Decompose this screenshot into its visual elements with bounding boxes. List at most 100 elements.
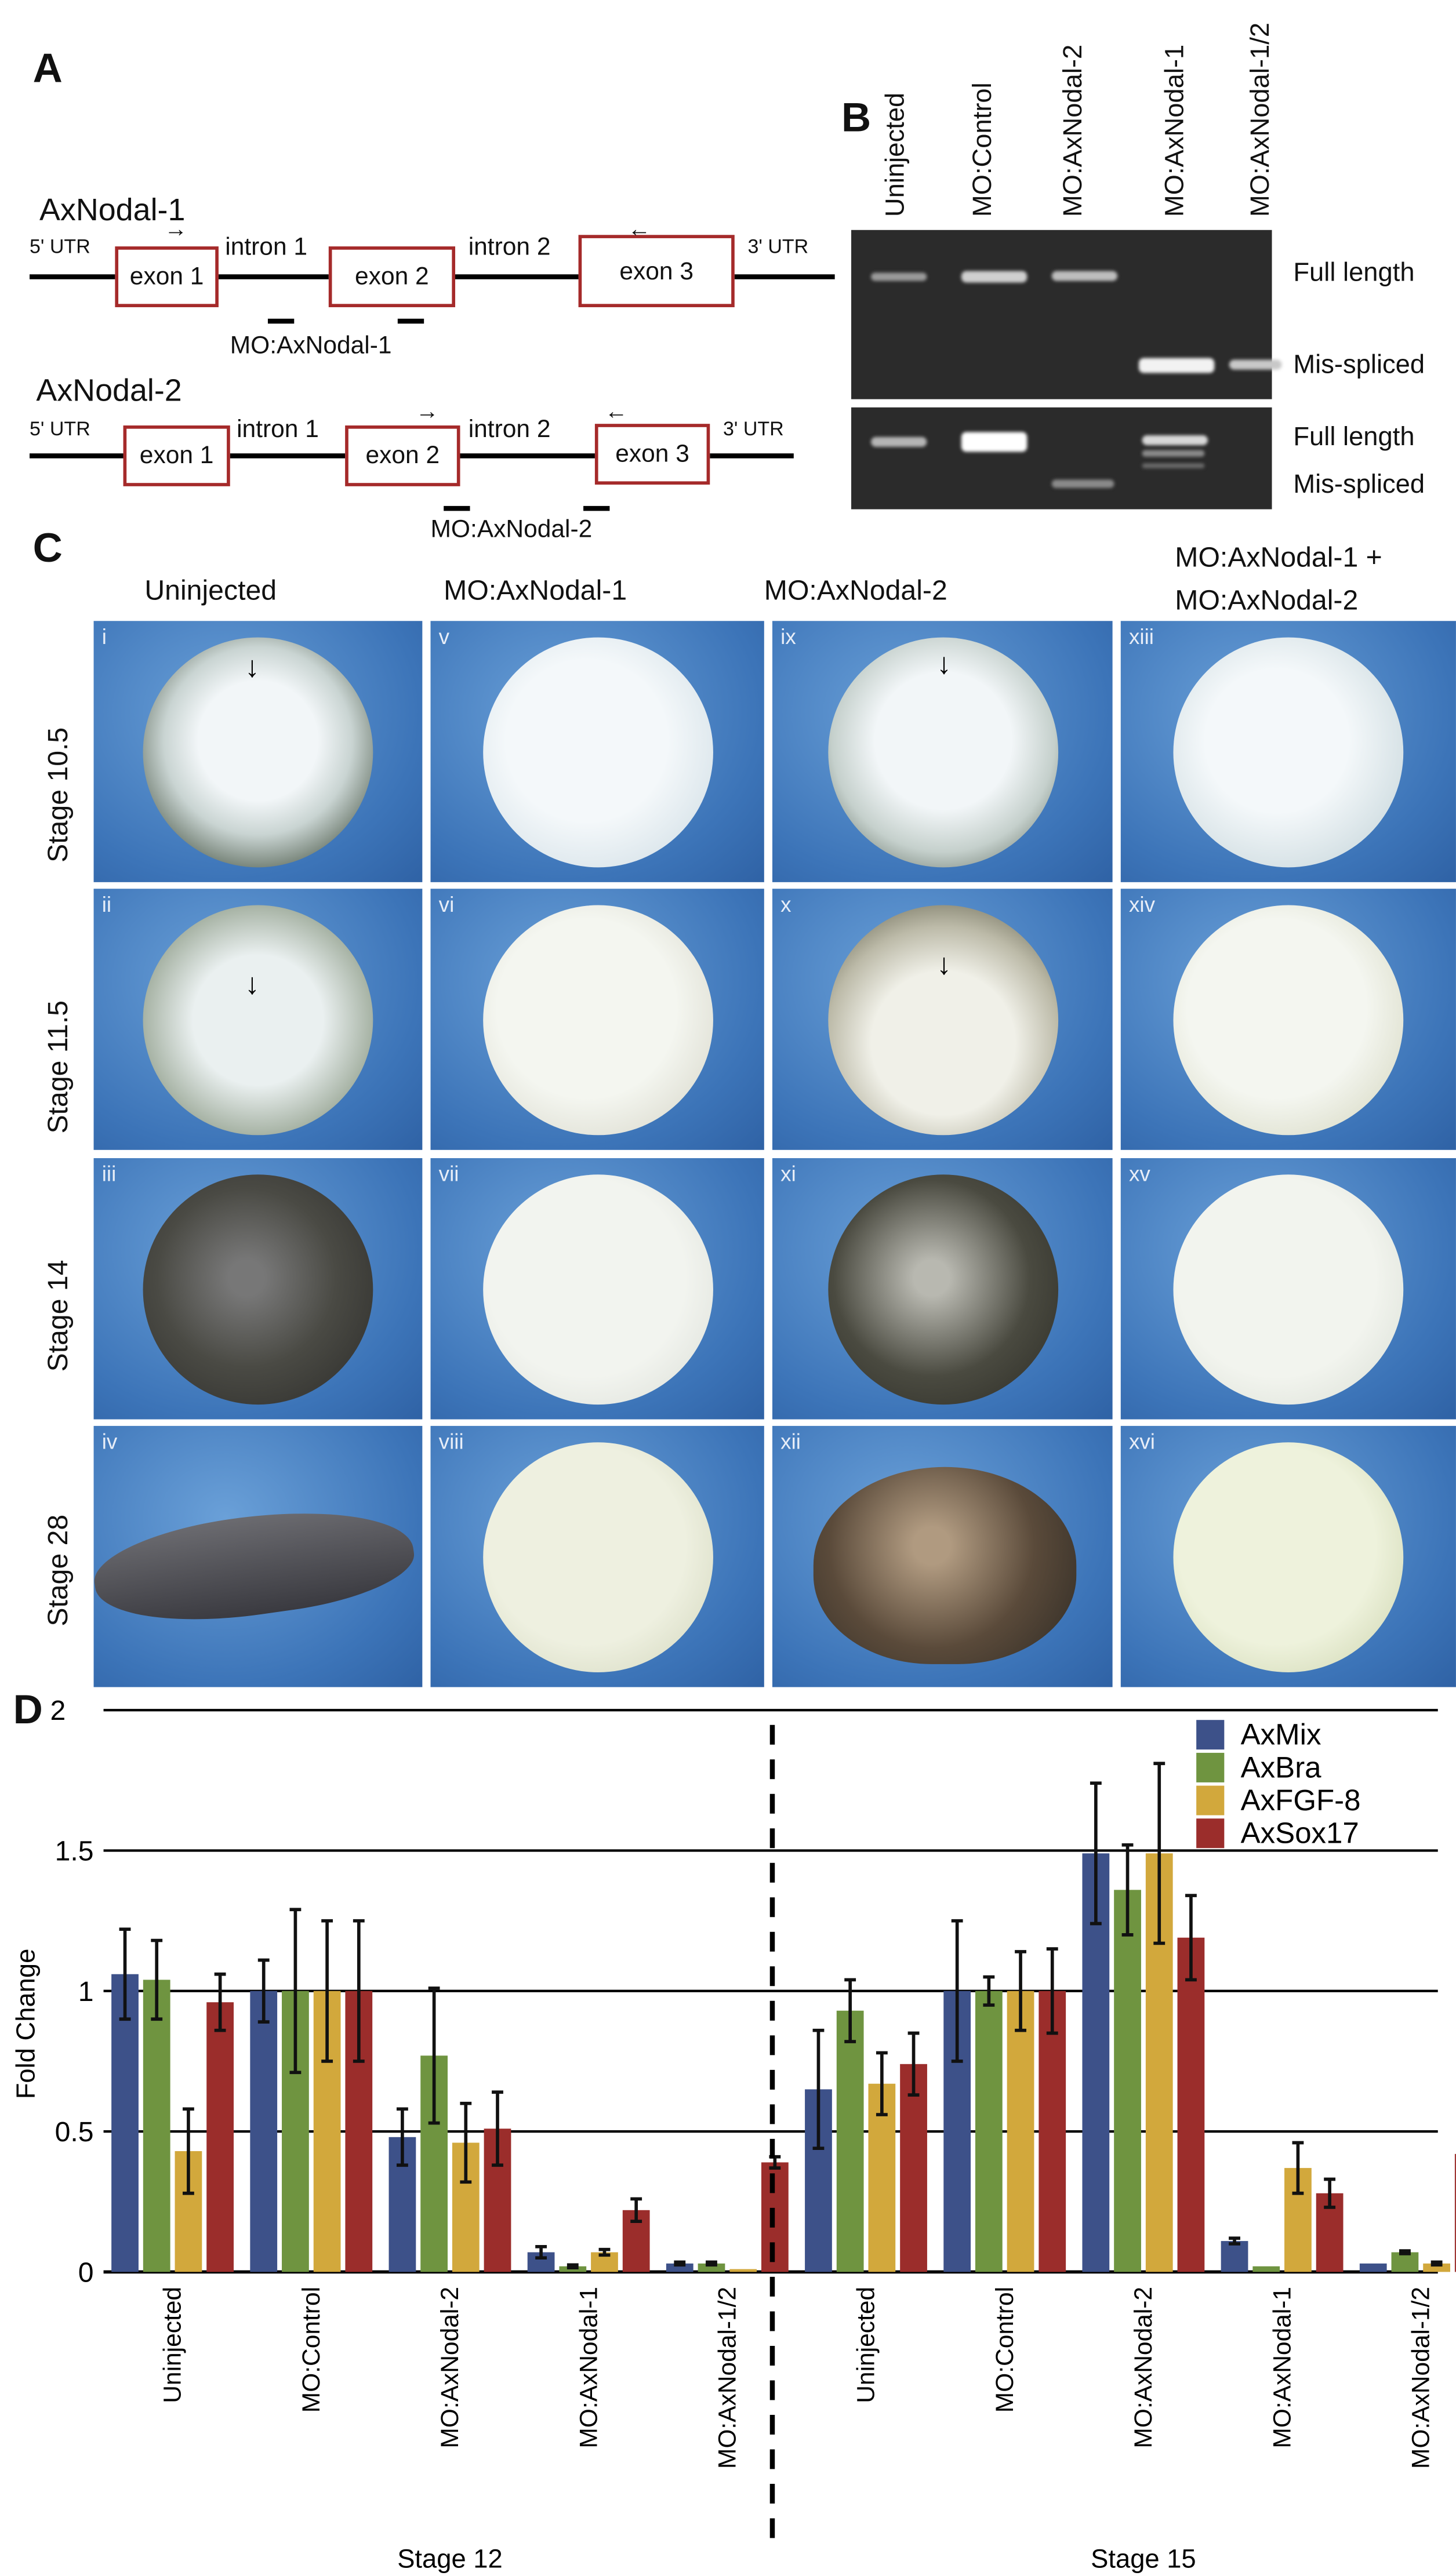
panel-numeral: iii: [101, 1161, 117, 1187]
bar-axmix: [250, 1991, 278, 2272]
panel-numeral: xiii: [1128, 624, 1154, 649]
exon-2-box: exon 2: [328, 246, 456, 307]
gel-lane-label: MO:AxNodal-1: [1161, 44, 1190, 217]
morpholino-label: MO:AxNodal-1: [230, 332, 392, 360]
x-category-label: MO:Control: [298, 2287, 325, 2413]
embryo-photo-vi: vi: [430, 889, 764, 1150]
panel-numeral: xvi: [1128, 1429, 1155, 1454]
panel-numeral: x: [780, 892, 791, 917]
embryo-photo-xiii: xiii: [1120, 621, 1456, 882]
embryo-photo-xvi: xvi: [1120, 1425, 1456, 1687]
morpholino-label: MO:AxNodal-2: [430, 515, 593, 544]
utr3-label: 3' UTR: [747, 235, 809, 258]
embryo: [1173, 1441, 1404, 1672]
panel-numeral: vii: [438, 1161, 459, 1187]
gel-band: [1229, 359, 1282, 370]
gel-band: [1138, 358, 1215, 373]
utr5-label: 5' UTR: [30, 235, 90, 258]
gel-top-full-length-label: Full length: [1293, 259, 1415, 288]
embryo: [482, 904, 713, 1134]
embryo-photo-xi: xi: [772, 1158, 1113, 1420]
panel-d-label: D: [13, 1687, 43, 1733]
embryo-photo-iii: iii: [93, 1158, 423, 1420]
bar-axbra: [1114, 1890, 1141, 2272]
panel-c-label: C: [32, 525, 63, 572]
x-category-label: MO:AxNodal-1: [575, 2287, 602, 2448]
column-header-double-mo-line2: MO:AxNodal-2: [1175, 584, 1359, 616]
bar-axfgf-8: [1007, 1991, 1034, 2272]
x-category-label: MO:AxNodal-2: [437, 2287, 464, 2448]
x-category-label: MO:AxNodal-1/2: [1407, 2287, 1435, 2469]
legend-label: AxFGF-8: [1241, 1784, 1361, 1817]
morpholino-target-mark: [583, 505, 610, 510]
embryo: [1173, 636, 1404, 867]
bar-axbra: [698, 2263, 725, 2272]
bar-axmix: [1359, 2263, 1387, 2272]
panel-numeral: vi: [438, 892, 455, 917]
bar-axbra: [975, 1991, 1003, 2272]
gel-band: [961, 271, 1027, 283]
embryo: [1173, 904, 1404, 1134]
panel-numeral: i: [101, 624, 107, 649]
forward-primer-arrow-icon: →: [164, 215, 188, 242]
x-category-label: Uninjected: [853, 2287, 880, 2403]
panel-a-label: A: [32, 46, 63, 92]
y-tick-label: 0.5: [55, 2116, 94, 2148]
bar-axbra: [836, 2010, 864, 2272]
legend-swatch: [1196, 1818, 1225, 1849]
embryo: [827, 1173, 1058, 1404]
gel-band: [1142, 463, 1205, 468]
embryo: [813, 1467, 1077, 1664]
bar-axbra: [1391, 2252, 1419, 2272]
y-tick-label: 1: [78, 1976, 94, 2007]
legend-swatch: [1196, 1785, 1225, 1815]
panel-numeral: viii: [438, 1429, 464, 1454]
blastopore-arrow-icon: ↓: [245, 650, 260, 683]
legend-swatch: [1196, 1752, 1225, 1782]
embryo: [482, 636, 713, 867]
utr3-label: 3' UTR: [722, 417, 784, 441]
bar-axsox17: [1454, 2153, 1456, 2272]
embryo-photo-x: x ↓: [772, 889, 1113, 1150]
intron-1-label: intron 1: [225, 233, 308, 261]
exon-3-box: exon 3: [578, 235, 735, 307]
column-header-mo-axnodal-2: MO:AxNodal-2: [764, 574, 947, 606]
embryo: [1173, 1173, 1404, 1404]
bar-axbra: [1252, 2266, 1280, 2272]
y-tick-label: 1.5: [55, 1836, 94, 1867]
forward-primer-arrow-icon: →: [416, 397, 439, 424]
embryo-photo-iv: iv: [93, 1425, 423, 1687]
utr5-label: 5' UTR: [30, 417, 90, 441]
column-header-double-mo-line1: MO:AxNodal-1 +: [1175, 542, 1382, 574]
legend-swatch: [1196, 1720, 1225, 1750]
x-category-label: MO:AxNodal-2: [1130, 2287, 1157, 2448]
bar-axsox17: [1177, 1937, 1205, 2272]
embryo-photo-i: i ↓: [93, 621, 423, 882]
embryo: [482, 1441, 713, 1672]
gel-top: [851, 230, 1272, 399]
panel-numeral: xi: [780, 1161, 796, 1187]
exon-2-box: exon 2: [345, 425, 460, 486]
legend-label: AxMix: [1241, 1718, 1321, 1751]
stage-group-label: Stage 12: [397, 2544, 502, 2574]
gel-bottom-mis-spliced-label: Mis-spliced: [1293, 471, 1425, 500]
reverse-primer-arrow-icon: ←: [604, 397, 628, 424]
stage-row-label: Stage 14: [42, 1260, 74, 1372]
embryo-photo-xiv: xiv: [1120, 889, 1456, 1150]
panel-numeral: iv: [101, 1429, 118, 1454]
gel-top-mis-spliced-label: Mis-spliced: [1293, 351, 1425, 380]
embryo-photo-xv: xv: [1120, 1158, 1456, 1420]
panel-numeral: xii: [780, 1429, 801, 1454]
embryo-photo-v: v: [430, 621, 764, 882]
panel-numeral: ii: [101, 892, 112, 917]
gel-band: [1142, 450, 1205, 457]
gel-band: [1051, 479, 1114, 488]
stage-row-label: Stage 11.5: [42, 1000, 74, 1134]
x-category-label: MO:AxNodal-1: [1269, 2287, 1296, 2448]
embryo-photo-ii: ii ↓: [93, 889, 423, 1150]
embryo-photo-xii: xii: [772, 1425, 1113, 1687]
embryo: [93, 1494, 420, 1637]
gene-title-axnodal-2: AxNodal-2: [36, 374, 182, 409]
embryo: [482, 1173, 713, 1404]
